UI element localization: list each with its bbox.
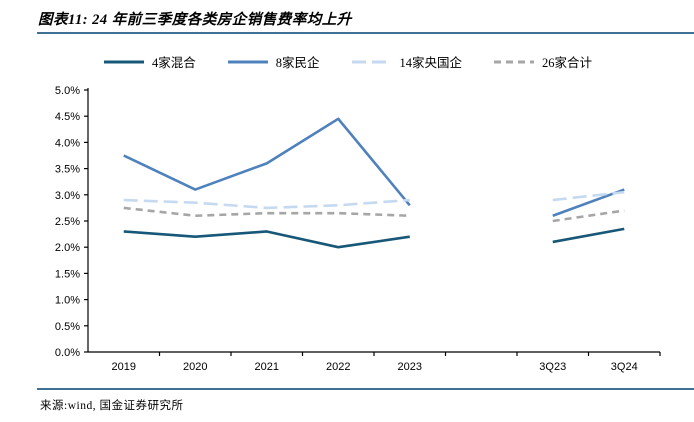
legend-line-swatch [351, 60, 392, 63]
x-tick-label: 3Q23 [539, 361, 566, 373]
legend-item-8家民企: 8家民企 [226, 52, 320, 71]
legend-label: 8家民企 [275, 56, 320, 70]
legend-item-26家合计: 26家合计 [492, 52, 592, 71]
legend-item-14家央国企: 14家央国企 [350, 52, 463, 71]
x-tick-label: 2019 [112, 361, 136, 373]
x-tick-label: 2020 [183, 361, 207, 373]
y-tick-label: 3.0% [55, 190, 80, 202]
legend-label: 26家合计 [542, 56, 593, 70]
series-line-4家混合 [123, 230, 410, 249]
y-tick-label: 3.5% [55, 164, 80, 176]
x-tick-label: 2021 [255, 361, 279, 373]
series-line-26家合计 [552, 209, 625, 223]
x-tick-label: 2022 [326, 361, 350, 373]
y-tick-label: 4.5% [55, 111, 80, 123]
figure-title: 图表11: 24 年前三季度各类房企销售费率均上升 [38, 12, 352, 28]
legend-line-swatch [494, 60, 535, 63]
y-tick-label: 0.5% [55, 321, 80, 333]
x-tick-label: 3Q24 [611, 361, 638, 373]
legend-item-4家混合: 4家混合 [102, 52, 196, 71]
legend-line-swatch [227, 60, 268, 63]
source-note: 来源:wind, 国金证券研究所 [40, 400, 184, 412]
x-tick-label: 2023 [398, 361, 422, 373]
series-line-8家民企 [123, 117, 411, 207]
chart-area: 0.0% 0.5% 1.0% 1.5% 2.0% 2.5% 3.0% 3.5% 4.0% 4.5%… [0, 76, 694, 384]
y-tick-label: 2.0% [55, 242, 80, 254]
y-tick-label: 1.0% [55, 295, 80, 307]
y-tick-label: 1.5% [55, 268, 80, 280]
line-chart: 0.0% 0.5% 1.0% 1.5% 2.0% 2.5% 3.0% 3.5% 4.0% 4.5%… [55, 85, 661, 373]
series-line-4家混合 [552, 227, 625, 244]
chart-legend: 4家混合 8家民企 14家央国企 26家合计 [0, 52, 694, 71]
footer-rule [37, 388, 694, 390]
legend-line-swatch [103, 60, 144, 63]
title-underline [37, 32, 694, 34]
series-line-14家央国企 [552, 190, 625, 202]
y-tick-label: 5.0% [55, 85, 80, 97]
y-tick-label: 4.0% [55, 137, 80, 149]
legend-label: 4家混合 [151, 56, 196, 70]
y-tick-label: 2.5% [55, 216, 80, 228]
series-line-8家民企 [552, 188, 625, 217]
series-line-14家央国企 [123, 198, 410, 210]
y-tick-label: 0.0% [55, 347, 80, 359]
legend-label: 14家央国企 [399, 56, 463, 70]
